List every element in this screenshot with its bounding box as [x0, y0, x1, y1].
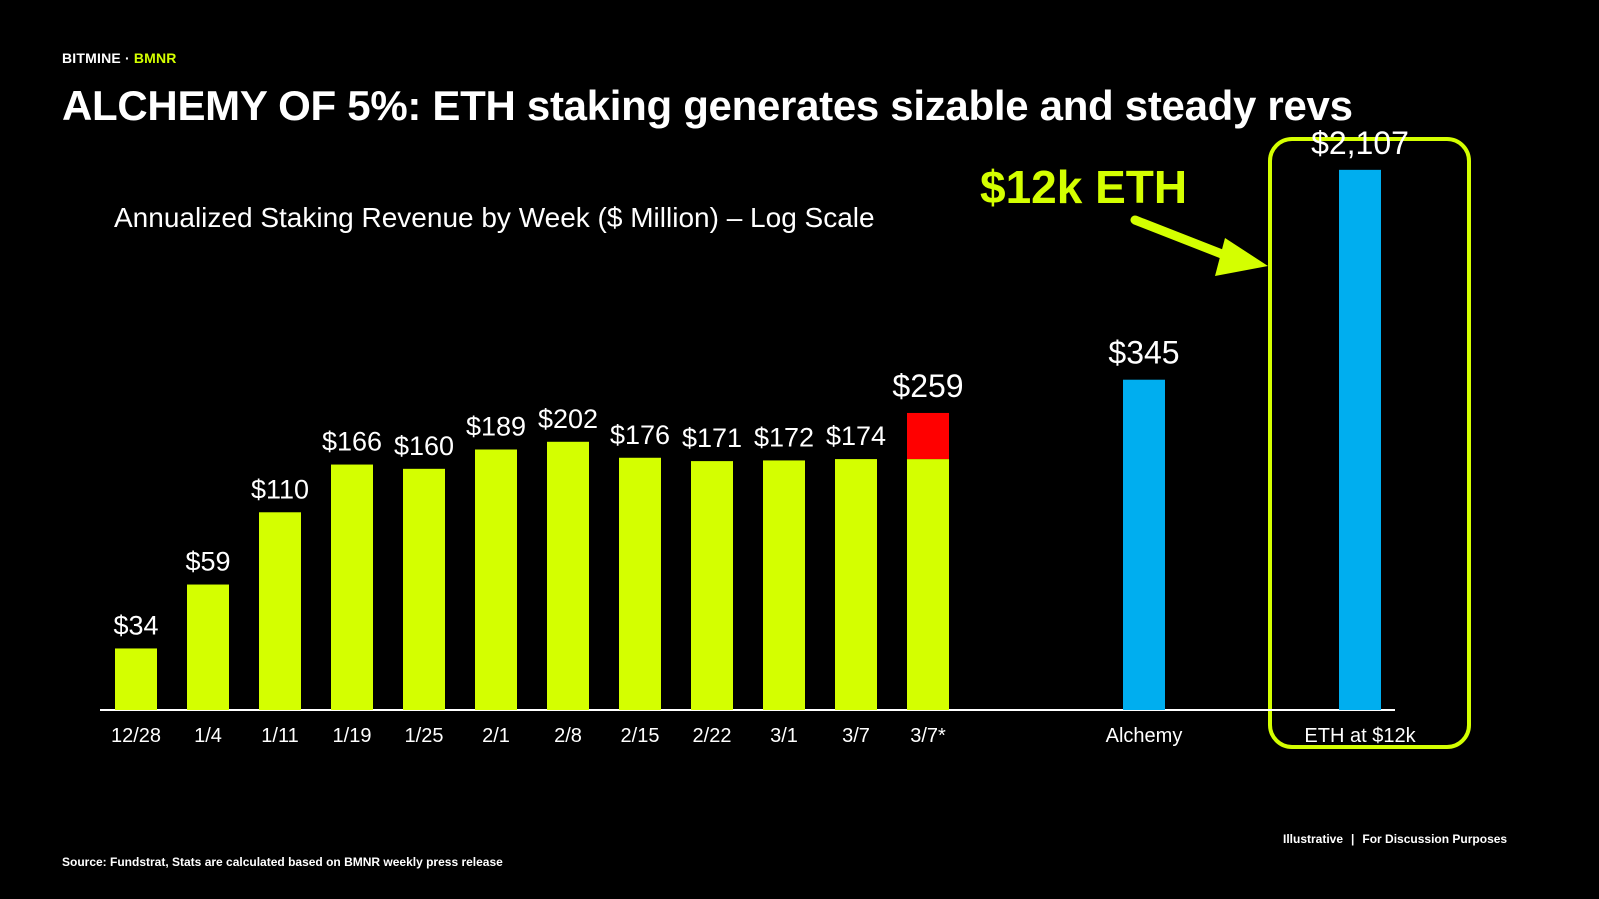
tick-label-1-19: 1/19: [333, 725, 372, 747]
bar-1-25: [403, 468, 445, 710]
tick-label-2-15: 2/15: [621, 725, 660, 747]
source-note: Source: Fundstrat, Stats are calculated …: [62, 855, 503, 869]
tick-label-12-28: 12/28: [111, 725, 161, 747]
data-label-2-1: $189: [466, 412, 526, 442]
data-label-alchemy: $345: [1108, 335, 1179, 371]
data-label-12-28: $34: [113, 610, 158, 640]
bar-1-4: [187, 584, 229, 710]
disclaimer-illustrative: Illustrative: [1283, 832, 1344, 846]
callout-label: $12k ETH: [980, 161, 1188, 213]
tick-label-3-7: 3/7: [842, 725, 870, 747]
brand-separator: ·: [124, 50, 130, 66]
data-label-3-7: $259: [892, 368, 963, 404]
data-label-2-22: $171: [682, 423, 742, 453]
bar-alchemy: [1123, 379, 1165, 710]
bar-1-11: [259, 512, 301, 710]
tick-label-1-4: 1/4: [194, 725, 222, 747]
data-label-1-25: $160: [394, 431, 454, 461]
bar-2-22: [691, 461, 733, 710]
bar-12-28: [115, 648, 157, 710]
data-label-3-7: $174: [826, 421, 886, 451]
tick-label-2-22: 2/22: [693, 725, 732, 747]
bar-3-7-increment: [907, 412, 949, 460]
tick-label-2-8: 2/8: [554, 725, 582, 747]
disclaimer-discussion: For Discussion Purposes: [1362, 832, 1508, 846]
bar-3-7-base: [907, 459, 949, 710]
brand-name: BITMINE: [62, 50, 121, 66]
bar-2-1: [475, 449, 517, 710]
brand-header: BITMINE · BMNR: [62, 50, 177, 66]
brand-ticker: BMNR: [133, 50, 177, 66]
tick-label-3-7: 3/7*: [910, 725, 946, 747]
bar-2-15: [619, 457, 661, 710]
bar-eth-at-12k: [1339, 169, 1381, 710]
callout-arrow-head: [1215, 238, 1268, 276]
data-label-1-4: $59: [185, 547, 230, 577]
tick-label-3-1: 3/1: [770, 725, 798, 747]
data-label-1-11: $110: [251, 474, 309, 504]
disclaimer-separator: |: [1351, 832, 1355, 846]
highlight-box: [1268, 137, 1471, 749]
bar-3-1: [763, 460, 805, 710]
bar-3-7: [835, 459, 877, 710]
data-label-2-8: $202: [538, 404, 598, 434]
callout-arrow-line: [1130, 215, 1237, 263]
data-label-1-19: $166: [322, 427, 382, 457]
data-label-3-1: $172: [754, 422, 814, 452]
tick-label-1-11: 1/11: [261, 725, 298, 747]
chart-title: Annualized Staking Revenue by Week ($ Mi…: [114, 202, 875, 233]
tick-label-eth-at-12k: ETH at $12k: [1304, 725, 1416, 747]
page-title: ALCHEMY OF 5%: ETH staking generates siz…: [62, 82, 1353, 129]
tick-label-2-1: 2/1: [482, 725, 510, 747]
bar-1-19: [331, 464, 373, 710]
tick-label-1-25: 1/25: [405, 725, 444, 747]
tick-label-alchemy: Alchemy: [1106, 725, 1183, 747]
disclaimer: Illustrative | For Discussion Purposes: [1283, 832, 1507, 846]
bar-2-8: [547, 441, 589, 710]
data-label-2-15: $176: [610, 420, 670, 450]
data-label-eth-at-12k: $2,107: [1311, 125, 1409, 161]
